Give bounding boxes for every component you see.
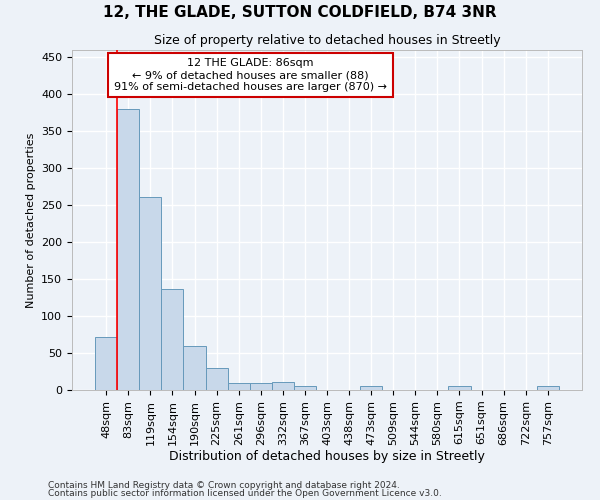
Text: Contains public sector information licensed under the Open Government Licence v3: Contains public sector information licen… bbox=[48, 488, 442, 498]
Bar bbox=[537, 386, 559, 390]
Bar bbox=[448, 386, 470, 390]
Bar bbox=[95, 337, 117, 390]
Text: Contains HM Land Registry data © Crown copyright and database right 2024.: Contains HM Land Registry data © Crown c… bbox=[48, 481, 400, 490]
Bar bbox=[360, 386, 382, 390]
Bar bbox=[117, 109, 139, 390]
X-axis label: Distribution of detached houses by size in Streetly: Distribution of detached houses by size … bbox=[169, 450, 485, 464]
Bar bbox=[272, 382, 294, 390]
Bar bbox=[294, 386, 316, 390]
Title: Size of property relative to detached houses in Streetly: Size of property relative to detached ho… bbox=[154, 34, 500, 48]
Bar bbox=[161, 290, 184, 390]
Bar bbox=[139, 197, 161, 390]
Bar bbox=[184, 346, 206, 390]
Bar bbox=[250, 382, 272, 390]
Text: 12 THE GLADE: 86sqm
← 9% of detached houses are smaller (88)
91% of semi-detache: 12 THE GLADE: 86sqm ← 9% of detached hou… bbox=[114, 58, 387, 92]
Bar bbox=[227, 382, 250, 390]
Y-axis label: Number of detached properties: Number of detached properties bbox=[26, 132, 35, 308]
Bar bbox=[206, 368, 227, 390]
Text: 12, THE GLADE, SUTTON COLDFIELD, B74 3NR: 12, THE GLADE, SUTTON COLDFIELD, B74 3NR bbox=[103, 5, 497, 20]
